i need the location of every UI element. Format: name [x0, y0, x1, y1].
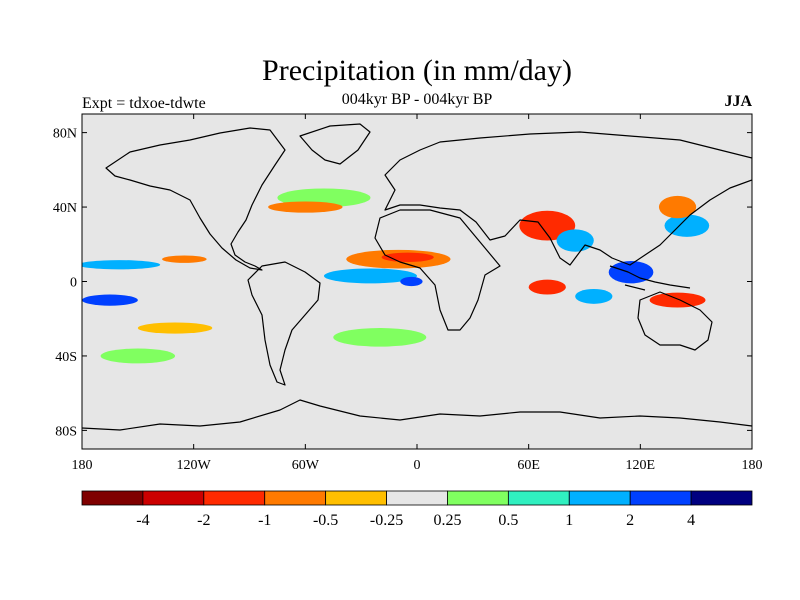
africa-coastline — [374, 209, 501, 331]
anomaly-north-atlantic-dry — [268, 201, 343, 213]
anomaly-australia-dry — [649, 292, 706, 308]
anomaly-japan-dry — [658, 195, 697, 219]
colorbar-label: -2 — [197, 512, 210, 529]
period-label: 004kyr BP - 004kyr BP — [342, 91, 493, 108]
colorbar-label: -0.25 — [370, 512, 403, 529]
lat-tick-label: 80N — [53, 127, 77, 142]
map-plot-area — [81, 113, 753, 450]
colorbar-swatch — [325, 490, 387, 506]
australia-coastline — [637, 291, 713, 351]
south-america-coastline — [247, 261, 321, 386]
lat-tick-label: 80S — [55, 424, 77, 439]
season-label: JJA — [724, 93, 752, 110]
anomaly-indian-ocean-wet — [575, 288, 613, 304]
colorbar-swatch — [81, 490, 144, 506]
map-axes: 80N 40N 0 40S 80S 180 120W 60W 0 60E 120E 180 — [53, 114, 763, 473]
anomaly-west-pacific-wet — [664, 214, 710, 237]
colorbar-swatch — [264, 490, 327, 506]
anomaly-pacific-itcz-wet — [82, 260, 161, 270]
lon-tick-label: 60W — [292, 458, 320, 473]
colorbar-swatch — [203, 490, 266, 506]
greenland-coastline — [299, 123, 371, 165]
colorbar-label: 0.5 — [498, 512, 518, 529]
anomaly-maritime-continent-wet — [608, 261, 654, 284]
anomaly-arabia-india-dry — [519, 210, 576, 241]
eurasia-coastline — [384, 131, 752, 266]
anomaly-india-wet — [556, 229, 594, 252]
experiment-label: Expt = tdxoe-tdwte — [82, 95, 206, 112]
colorbar-swatch — [507, 490, 570, 506]
colorbar-swatch — [690, 490, 753, 506]
lon-tick-label: 120W — [177, 458, 212, 473]
anomaly-indian-ocean-dry — [528, 279, 566, 295]
antarctica-coastline — [82, 399, 752, 431]
colorbar-swatch — [447, 490, 509, 506]
colorbar-label: 4 — [687, 512, 695, 529]
north-america-coastline — [105, 127, 286, 271]
anomaly-southern-ocean-dry — [137, 322, 213, 334]
anomaly-atlantic-itcz-core — [400, 276, 423, 287]
anomaly-pacific-south-wet — [82, 294, 138, 306]
lon-tick-label: 0 — [414, 458, 421, 473]
lat-tick-label: 40S — [55, 350, 77, 365]
anomaly-southern-ocean-wet — [100, 348, 176, 364]
colorbar-swatch — [568, 490, 631, 506]
colorbar-swatch — [386, 490, 448, 506]
lon-tick-label: 60E — [517, 458, 540, 473]
precipitation-anomaly-layer — [82, 188, 710, 364]
lat-tick-label: 0 — [70, 276, 77, 291]
colorbar-swatch — [629, 490, 692, 506]
colorbar-label: 2 — [626, 512, 634, 529]
colorbar-label: -0.5 — [313, 512, 338, 529]
coastline-layer — [82, 123, 752, 431]
map-title: Precipitation (in mm/day) — [262, 54, 572, 87]
anomaly-south-atlantic-wet — [333, 328, 427, 347]
colorbar: -4 -2 -1 -0.5 -0.25 0.25 0.5 1 2 4 — [81, 490, 753, 529]
anomaly-pacific-itcz-dry — [162, 255, 207, 263]
anomaly-atlantic-itcz-wet — [323, 268, 417, 284]
lat-tick-label: 40N — [53, 201, 77, 216]
maritime-continent-coastline — [609, 265, 691, 291]
lon-tick-label: 120E — [626, 458, 656, 473]
colorbar-label: 1 — [565, 512, 573, 529]
lon-tick-label: 180 — [72, 458, 93, 473]
colorbar-label: 0.25 — [433, 512, 461, 529]
lon-tick-label: 180 — [742, 458, 763, 473]
colorbar-label: -1 — [258, 512, 271, 529]
colorbar-label: -4 — [136, 512, 149, 529]
colorbar-swatch — [142, 490, 205, 506]
